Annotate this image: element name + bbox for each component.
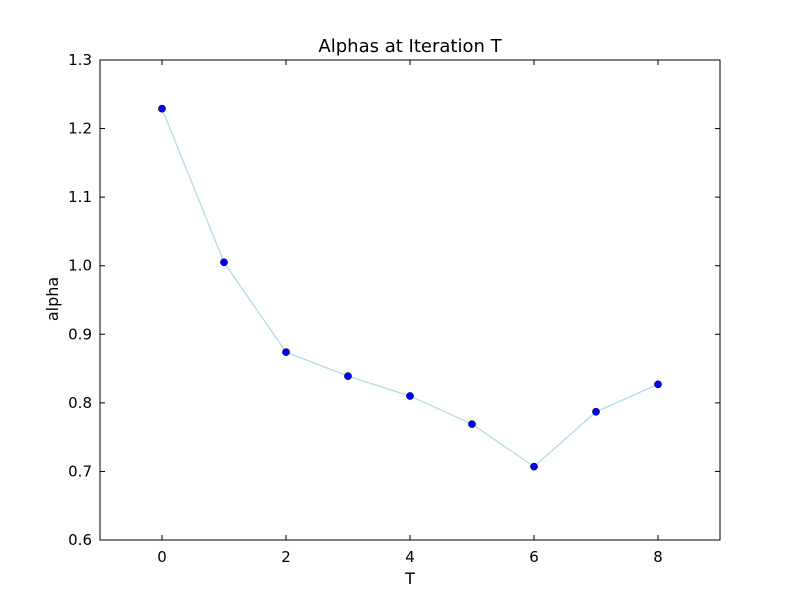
y-tick-label: 0.6 <box>68 531 92 549</box>
plot-frame <box>99 59 721 541</box>
x-tick-label: 8 <box>653 548 663 566</box>
data-point <box>158 104 166 113</box>
series-line <box>161 108 659 468</box>
tick-labels-layer: 0 2 4 6 8 0.6 0.7 0.8 0.9 1.0 1.1 1.2 1.3 <box>68 51 663 566</box>
x-tick-label: 2 <box>281 548 291 566</box>
x-tick-label: 0 <box>157 548 167 566</box>
data-point <box>468 420 476 428</box>
data-point <box>530 462 538 471</box>
ticks-layer <box>100 59 720 541</box>
y-tick-label: 1.3 <box>68 51 92 69</box>
y-tick-label: 0.8 <box>68 394 92 412</box>
data-point <box>220 258 228 267</box>
data-point <box>406 392 414 400</box>
data-point <box>344 372 352 380</box>
y-tick-label: 1.1 <box>68 188 92 206</box>
y-tick-label: 0.7 <box>68 462 92 480</box>
data-point <box>282 348 290 356</box>
chart-title: Alphas at Iteration T <box>318 36 502 57</box>
y-tick-label: 1.2 <box>68 120 92 138</box>
x-tick-label: 4 <box>405 548 415 566</box>
series-layer <box>158 104 662 471</box>
x-tick-label: 6 <box>529 548 539 566</box>
y-axis-label: alpha <box>43 277 62 321</box>
y-tick-label: 0.9 <box>68 325 92 343</box>
data-point <box>654 380 662 389</box>
data-point <box>592 407 600 416</box>
y-tick-label: 1.0 <box>68 257 92 275</box>
x-axis-label: T <box>404 569 415 588</box>
